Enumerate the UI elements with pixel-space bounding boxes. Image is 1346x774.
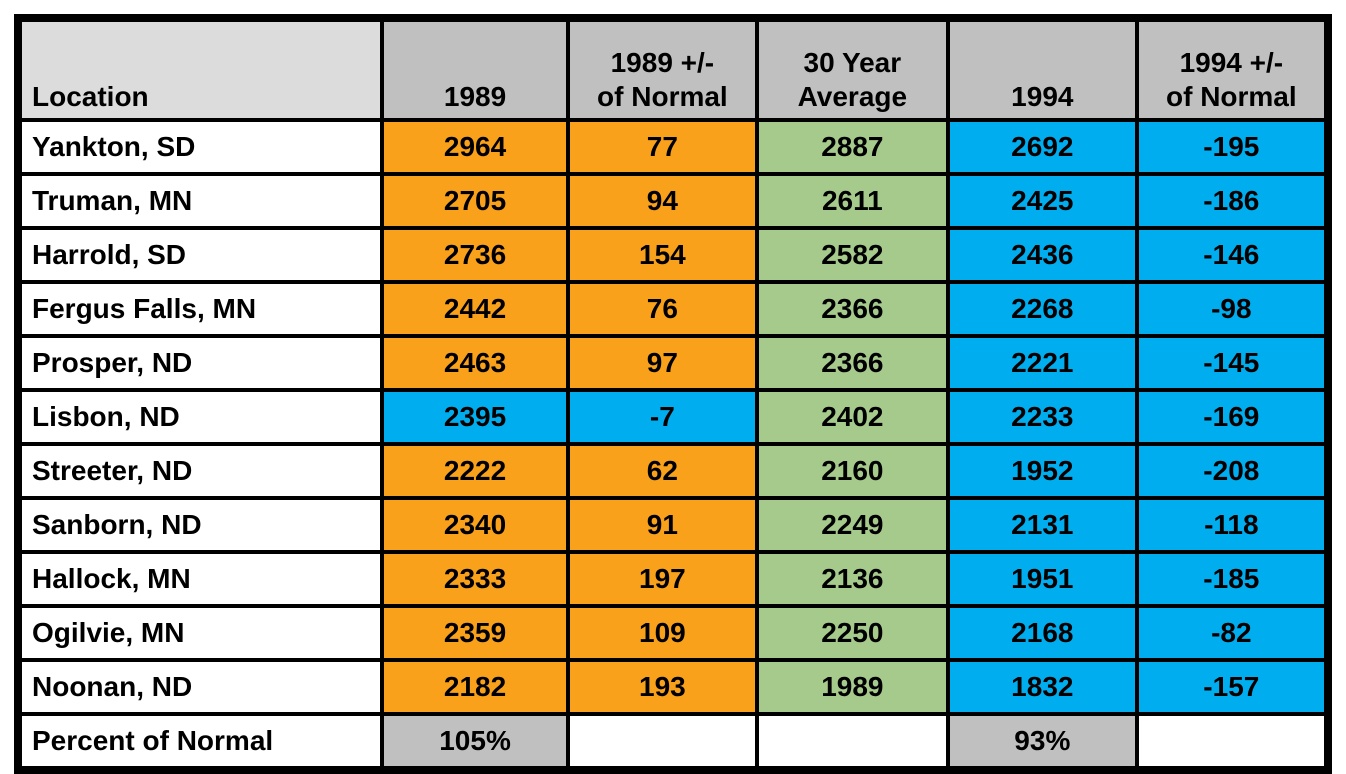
table-footer: Percent of Normal 105% 93%: [15, 712, 1331, 772]
col-header-location: Location: [15, 16, 385, 122]
value-cell: 2168: [946, 604, 1139, 662]
location-cell: Truman, MN: [15, 172, 385, 230]
location-cell: Hallock, MN: [15, 550, 385, 608]
footer-value-cell: 93%: [946, 712, 1139, 772]
value-cell: -7: [566, 388, 759, 446]
col-header-30yr-average: 30 Year Average: [754, 16, 951, 122]
value-cell: -157: [1134, 658, 1331, 716]
value-cell: 2692: [946, 118, 1139, 176]
col-header-1989-deviation: 1989 +/- of Normal: [566, 16, 759, 122]
location-cell: Sanborn, ND: [15, 496, 385, 554]
location-cell: Streeter, ND: [15, 442, 385, 500]
value-cell: 109: [566, 604, 759, 662]
value-cell: 76: [566, 280, 759, 338]
table-header: Location 1989 1989 +/- of Normal 30 Year…: [15, 16, 1331, 122]
value-cell: 2221: [946, 334, 1139, 392]
value-cell: 2136: [754, 550, 951, 608]
value-cell: 2131: [946, 496, 1139, 554]
footer-value-cell: [754, 712, 951, 772]
footer-value-cell: 105%: [380, 712, 571, 772]
value-cell: 2582: [754, 226, 951, 284]
col-header-1994: 1994: [946, 16, 1139, 122]
header-row: Location 1989 1989 +/- of Normal 30 Year…: [15, 16, 1331, 122]
value-cell: 2233: [946, 388, 1139, 446]
value-cell: 2402: [754, 388, 951, 446]
value-cell: 2340: [380, 496, 571, 554]
value-cell: 193: [566, 658, 759, 716]
degree-days-table: Location 1989 1989 +/- of Normal 30 Year…: [14, 14, 1332, 774]
value-cell: 2425: [946, 172, 1139, 230]
table-row: Sanborn, ND 2340 91 2249 2131 -118: [15, 496, 1331, 554]
value-cell: 2736: [380, 226, 571, 284]
value-cell: 2359: [380, 604, 571, 662]
location-cell: Harrold, SD: [15, 226, 385, 284]
value-cell: -82: [1134, 604, 1331, 662]
value-cell: 2611: [754, 172, 951, 230]
value-cell: 2250: [754, 604, 951, 662]
value-cell: 2887: [754, 118, 951, 176]
value-cell: -195: [1134, 118, 1331, 176]
value-cell: 2182: [380, 658, 571, 716]
table-row: Hallock, MN 2333 197 2136 1951 -185: [15, 550, 1331, 608]
value-cell: 197: [566, 550, 759, 608]
value-cell: -169: [1134, 388, 1331, 446]
value-cell: 2395: [380, 388, 571, 446]
value-cell: -118: [1134, 496, 1331, 554]
col-header-1989: 1989: [380, 16, 571, 122]
footer-value-cell: [1134, 712, 1331, 772]
location-cell: Lisbon, ND: [15, 388, 385, 446]
table-row: Noonan, ND 2182 193 1989 1832 -157: [15, 658, 1331, 716]
table-row: Yankton, SD 2964 77 2887 2692 -195: [15, 118, 1331, 176]
value-cell: 2160: [754, 442, 951, 500]
footer-value-cell: [566, 712, 759, 772]
value-cell: 97: [566, 334, 759, 392]
location-cell: Ogilvie, MN: [15, 604, 385, 662]
value-cell: 2333: [380, 550, 571, 608]
value-cell: -146: [1134, 226, 1331, 284]
value-cell: 2222: [380, 442, 571, 500]
location-cell: Prosper, ND: [15, 334, 385, 392]
location-cell: Fergus Falls, MN: [15, 280, 385, 338]
value-cell: 94: [566, 172, 759, 230]
table-row: Ogilvie, MN 2359 109 2250 2168 -82: [15, 604, 1331, 662]
value-cell: 1952: [946, 442, 1139, 500]
value-cell: 2442: [380, 280, 571, 338]
table-row: Harrold, SD 2736 154 2582 2436 -146: [15, 226, 1331, 284]
value-cell: 2463: [380, 334, 571, 392]
footer-row: Percent of Normal 105% 93%: [15, 712, 1331, 772]
footer-label-cell: Percent of Normal: [15, 712, 385, 772]
value-cell: 91: [566, 496, 759, 554]
value-cell: 1951: [946, 550, 1139, 608]
value-cell: -98: [1134, 280, 1331, 338]
value-cell: 1989: [754, 658, 951, 716]
value-cell: 62: [566, 442, 759, 500]
location-cell: Yankton, SD: [15, 118, 385, 176]
value-cell: 2436: [946, 226, 1139, 284]
value-cell: -185: [1134, 550, 1331, 608]
value-cell: 2268: [946, 280, 1139, 338]
col-header-1994-deviation: 1994 +/- of Normal: [1134, 16, 1331, 122]
value-cell: -208: [1134, 442, 1331, 500]
value-cell: 1832: [946, 658, 1139, 716]
value-cell: 2705: [380, 172, 571, 230]
location-cell: Noonan, ND: [15, 658, 385, 716]
value-cell: 77: [566, 118, 759, 176]
value-cell: -186: [1134, 172, 1331, 230]
value-cell: 2249: [754, 496, 951, 554]
table-row: Fergus Falls, MN 2442 76 2366 2268 -98: [15, 280, 1331, 338]
value-cell: 154: [566, 226, 759, 284]
table-row: Lisbon, ND 2395 -7 2402 2233 -169: [15, 388, 1331, 446]
table-row: Streeter, ND 2222 62 2160 1952 -208: [15, 442, 1331, 500]
table-row: Prosper, ND 2463 97 2366 2221 -145: [15, 334, 1331, 392]
table-body: Yankton, SD 2964 77 2887 2692 -195 Truma…: [15, 118, 1331, 716]
table-row: Truman, MN 2705 94 2611 2425 -186: [15, 172, 1331, 230]
value-cell: 2366: [754, 280, 951, 338]
value-cell: 2366: [754, 334, 951, 392]
value-cell: 2964: [380, 118, 571, 176]
value-cell: -145: [1134, 334, 1331, 392]
